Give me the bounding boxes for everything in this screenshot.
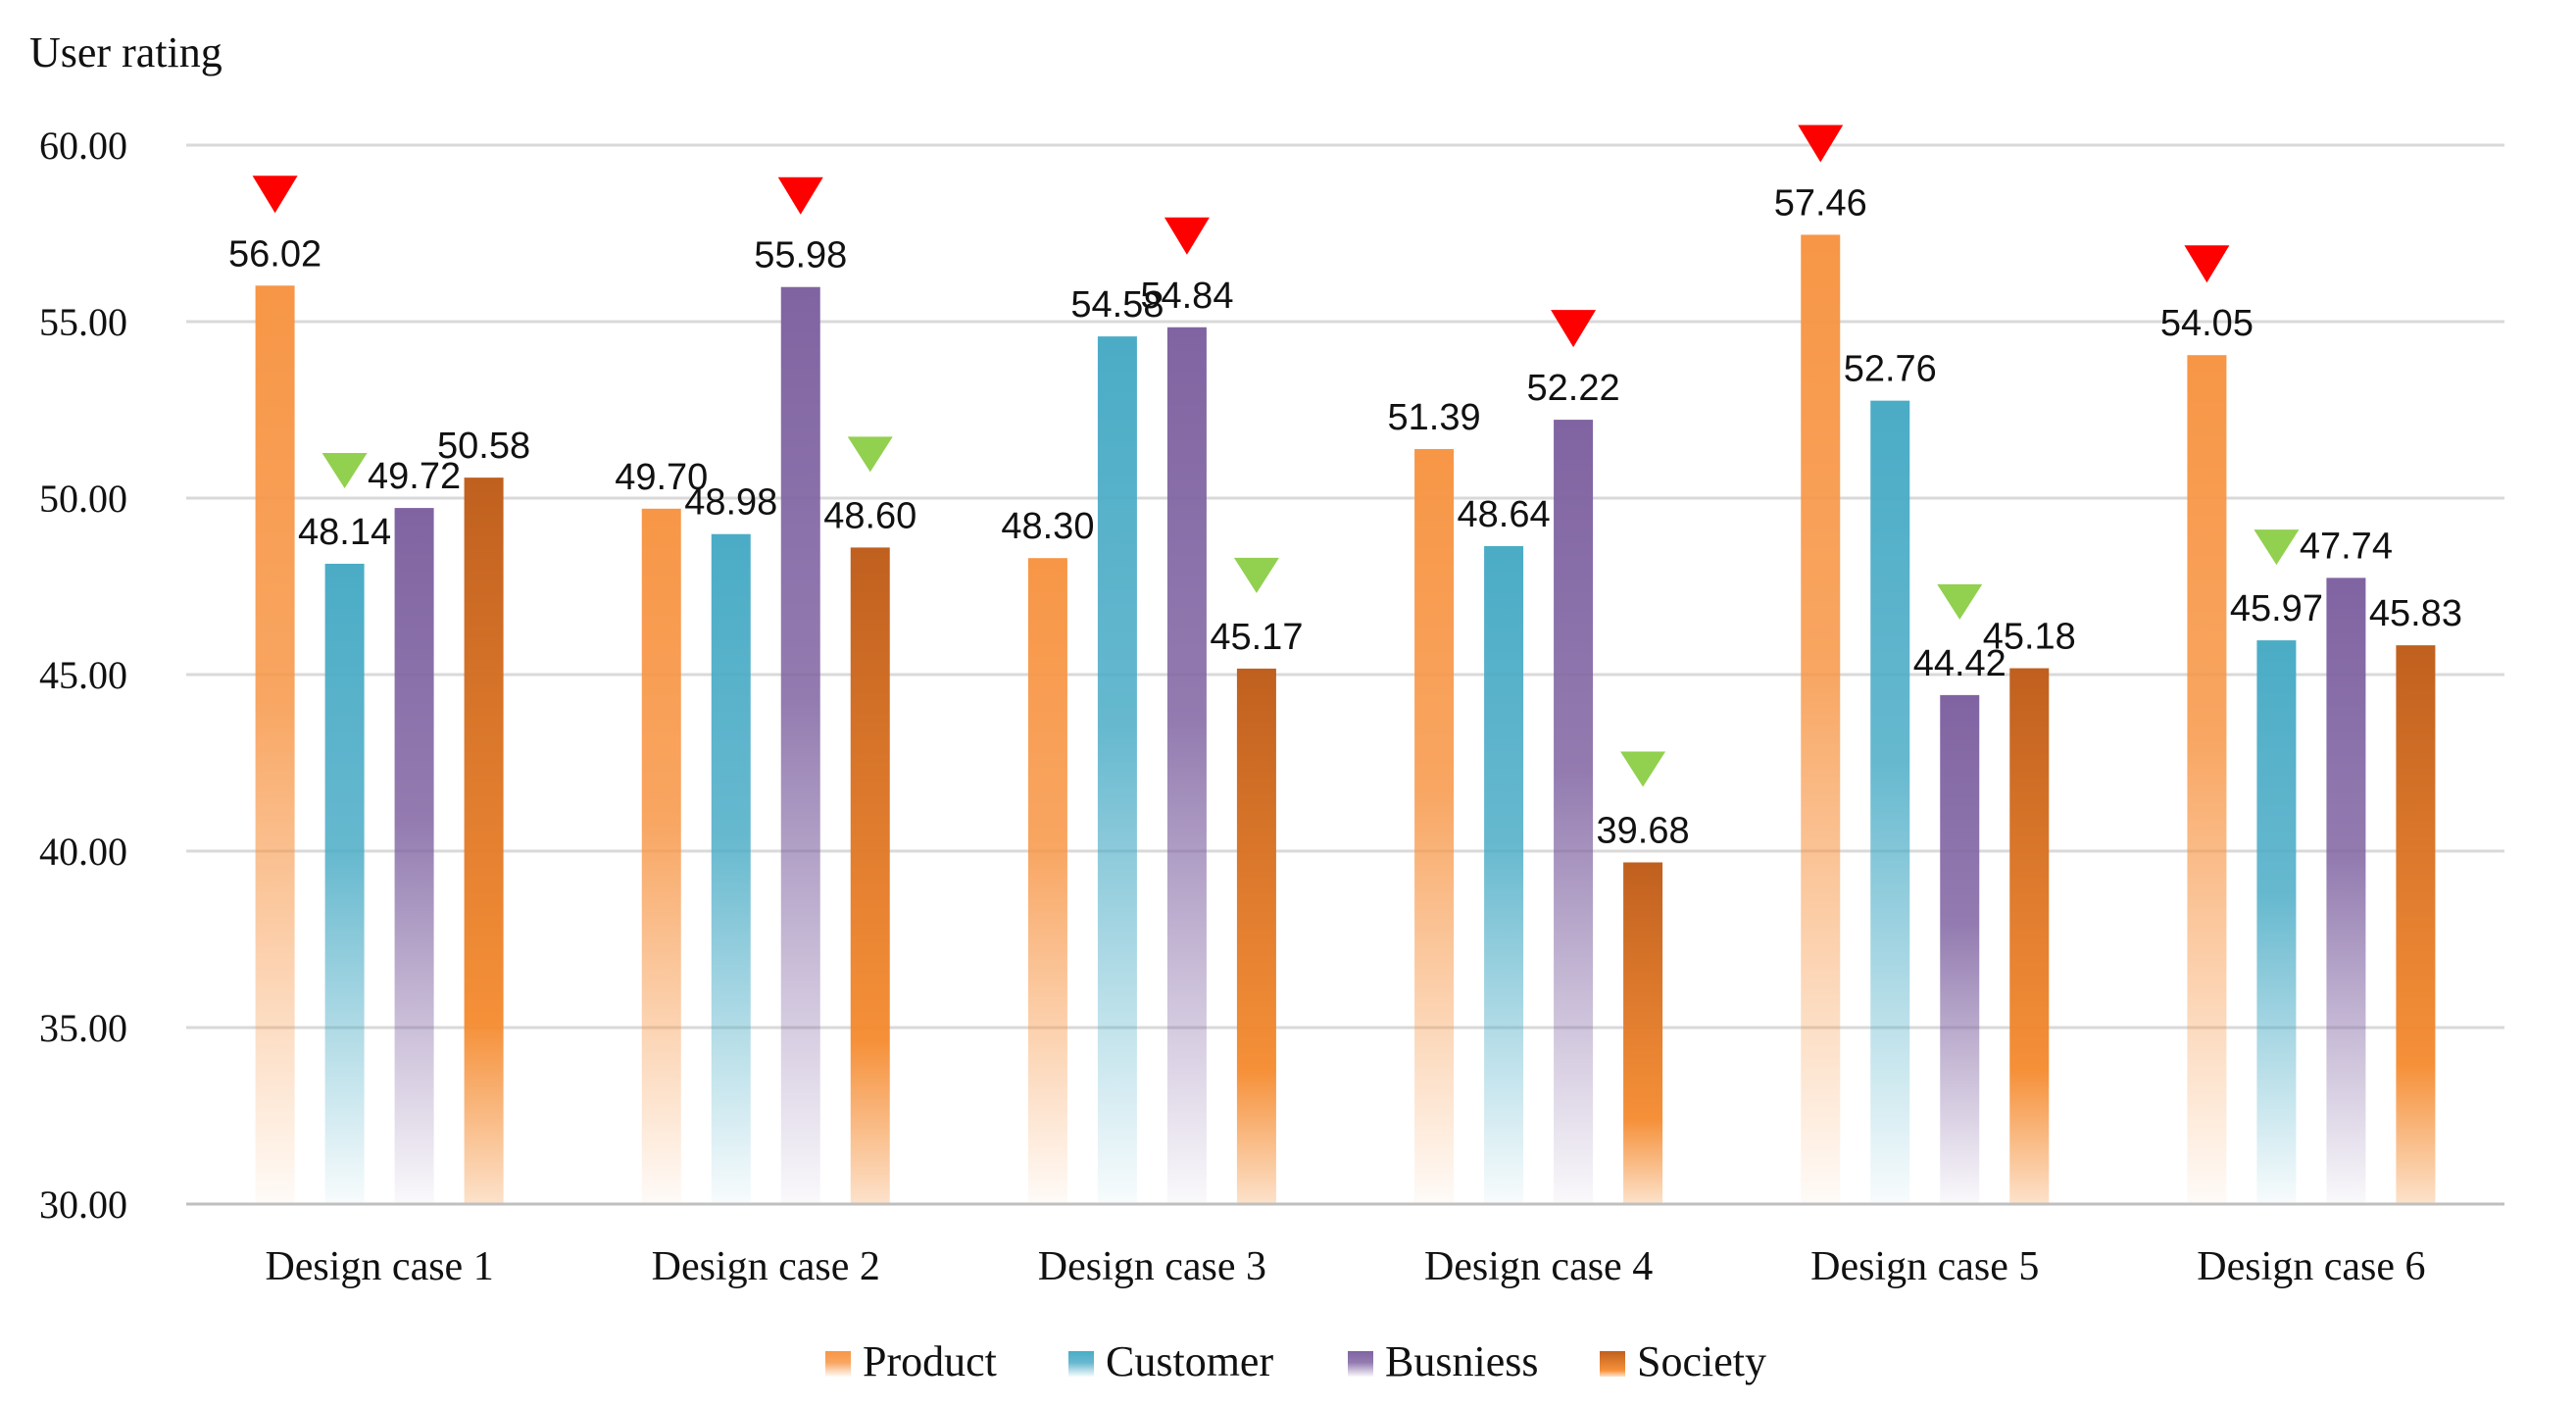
y-axis-title: User rating xyxy=(29,28,223,76)
data-label: 56.02 xyxy=(228,233,322,275)
data-label: 44.42 xyxy=(1913,643,2006,684)
bar-busniess-5 xyxy=(1940,694,1980,1204)
max-marker-icon xyxy=(2184,245,2230,283)
legend-label-society: Society xyxy=(1637,1337,1766,1385)
data-label: 48.30 xyxy=(1001,506,1094,547)
min-marker-icon xyxy=(1937,583,1983,620)
bar-product-2 xyxy=(641,508,681,1204)
bar-customer-6 xyxy=(2256,640,2297,1204)
bar-product-6 xyxy=(2187,355,2227,1204)
y-tick-label: 40.00 xyxy=(39,830,127,874)
legend-label-product: Product xyxy=(863,1337,997,1385)
bar-product-4 xyxy=(1414,448,1455,1205)
data-label: 48.98 xyxy=(684,482,777,524)
legend-label-customer: Customer xyxy=(1106,1337,1273,1385)
bar-society-1 xyxy=(464,478,504,1204)
data-label: 49.70 xyxy=(615,457,708,498)
data-label: 48.64 xyxy=(1458,494,1551,535)
bar-busniess-4 xyxy=(1554,420,1594,1205)
bar-busniess-1 xyxy=(394,508,434,1204)
max-marker-icon xyxy=(252,176,298,214)
data-label: 54.05 xyxy=(2160,303,2254,344)
bar-society-6 xyxy=(2396,645,2436,1204)
min-marker-icon xyxy=(1620,751,1666,787)
data-label: 54.58 xyxy=(1070,284,1164,326)
legend-label-busniess: Busniess xyxy=(1385,1337,1538,1385)
bar-product-3 xyxy=(1027,558,1067,1204)
bars xyxy=(255,234,2436,1205)
data-label: 49.72 xyxy=(368,456,461,497)
axes: 30.00 35.00 40.00 45.00 50.00 55.00 60.00 Desig… xyxy=(39,124,2504,1289)
y-tick-label: 45.00 xyxy=(39,653,127,697)
legend-swatch-product xyxy=(825,1351,851,1377)
bar-product-1 xyxy=(255,285,295,1204)
bar-society-4 xyxy=(1623,862,1663,1204)
data-label: 52.22 xyxy=(1527,368,1620,409)
bar-customer-4 xyxy=(1484,545,1524,1204)
min-marker-icon xyxy=(2254,529,2300,566)
bar-customer-1 xyxy=(324,563,365,1204)
y-tick-label: 30.00 xyxy=(39,1182,127,1227)
legend: Product Customer Busniess Society xyxy=(825,1337,1766,1385)
data-label: 55.98 xyxy=(754,235,847,277)
data-label: 51.39 xyxy=(1388,397,1481,438)
min-marker-icon xyxy=(322,452,368,488)
data-label: 45.83 xyxy=(2369,593,2462,634)
data-label: 45.97 xyxy=(2230,588,2323,629)
bar-busniess-3 xyxy=(1166,327,1207,1204)
legend-swatch-busniess xyxy=(1348,1351,1373,1377)
min-marker-icon xyxy=(847,436,893,473)
data-label: 45.17 xyxy=(1210,617,1303,658)
markers xyxy=(252,125,2300,787)
bar-society-5 xyxy=(2009,668,2050,1204)
legend-swatch-society xyxy=(1600,1351,1625,1377)
min-marker-icon xyxy=(1233,557,1279,593)
max-marker-icon xyxy=(1551,310,1597,348)
y-tick-label: 55.00 xyxy=(39,300,127,344)
x-tick-label: Design case 5 xyxy=(1810,1244,2039,1289)
max-marker-icon xyxy=(1798,125,1844,163)
x-tick-label: Design case 6 xyxy=(2197,1244,2425,1289)
bar-customer-2 xyxy=(711,533,751,1204)
data-label: 54.84 xyxy=(1140,276,1233,317)
bar-product-5 xyxy=(1801,234,1841,1204)
data-label: 50.58 xyxy=(437,426,530,467)
data-label: 52.76 xyxy=(1844,349,1937,390)
data-label: 45.18 xyxy=(1983,617,2076,658)
data-label: 47.74 xyxy=(2300,526,2393,567)
x-tick-label: Design case 1 xyxy=(265,1244,493,1289)
bar-busniess-6 xyxy=(2326,578,2366,1204)
y-tick-label: 60.00 xyxy=(39,124,127,168)
data-label: 57.46 xyxy=(1774,182,1867,224)
data-label: 39.68 xyxy=(1597,811,1690,852)
y-tick-label: 50.00 xyxy=(39,477,127,521)
data-label: 48.60 xyxy=(823,495,916,536)
x-tick-label: Design case 2 xyxy=(652,1244,880,1289)
bar-society-2 xyxy=(850,547,890,1204)
bar-society-3 xyxy=(1236,668,1276,1204)
bar-busniess-2 xyxy=(780,286,820,1205)
data-label: 48.14 xyxy=(298,512,391,553)
bar-customer-5 xyxy=(1870,400,1910,1204)
gridlines xyxy=(186,143,2504,1206)
legend-swatch-customer xyxy=(1068,1351,1094,1377)
max-marker-icon xyxy=(777,176,823,215)
bar-customer-3 xyxy=(1097,336,1137,1204)
x-tick-label: Design case 3 xyxy=(1038,1244,1266,1289)
x-tick-label: Design case 4 xyxy=(1424,1244,1653,1289)
max-marker-icon xyxy=(1164,217,1210,255)
y-tick-label: 35.00 xyxy=(39,1006,127,1050)
